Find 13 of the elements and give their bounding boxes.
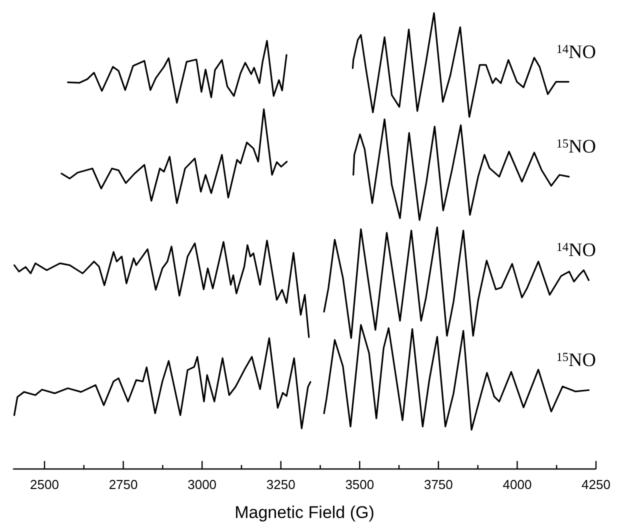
series-label: $^{14}$NO	[556, 240, 596, 262]
x-tick-label: 3750	[424, 477, 453, 492]
x-axis-title: Magnetic Field (G)	[234, 503, 374, 522]
series-label: $^{14}$NO	[556, 42, 596, 63]
x-tick-label: 4000	[502, 477, 532, 492]
x-tick-label: 3250	[266, 477, 296, 492]
x-tick-label: 3000	[188, 477, 217, 492]
x-tick-label: 2500	[30, 477, 59, 492]
series-label: $^{15}$NO	[556, 136, 596, 158]
x-tick-label: 4250	[582, 477, 610, 492]
x-tick-label: 3500	[345, 477, 374, 492]
series-label: $^{15}$NO	[556, 350, 596, 372]
x-tick-label: 2750	[108, 477, 138, 492]
